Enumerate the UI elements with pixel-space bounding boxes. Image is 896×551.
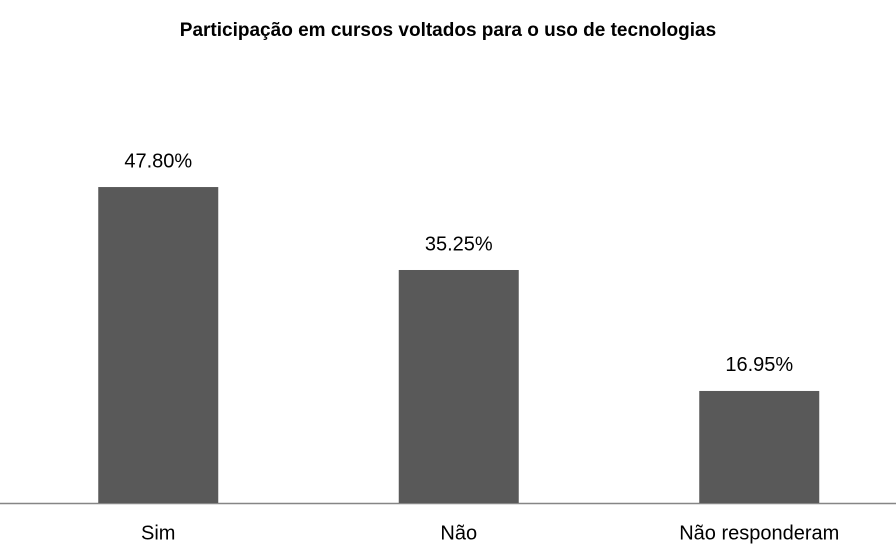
bar [98, 187, 219, 504]
bar [699, 390, 820, 503]
data-label: 47.80% [124, 150, 192, 172]
bar [398, 269, 519, 503]
data-label: 16.95% [725, 354, 793, 376]
x-tick-label: Não [440, 522, 477, 544]
x-tick-label: Não responderam [679, 522, 839, 544]
x-tick-label: Sim [141, 522, 175, 544]
chart-title: Participação em cursos voltados para o u… [179, 20, 717, 41]
data-label: 35.25% [425, 233, 493, 255]
